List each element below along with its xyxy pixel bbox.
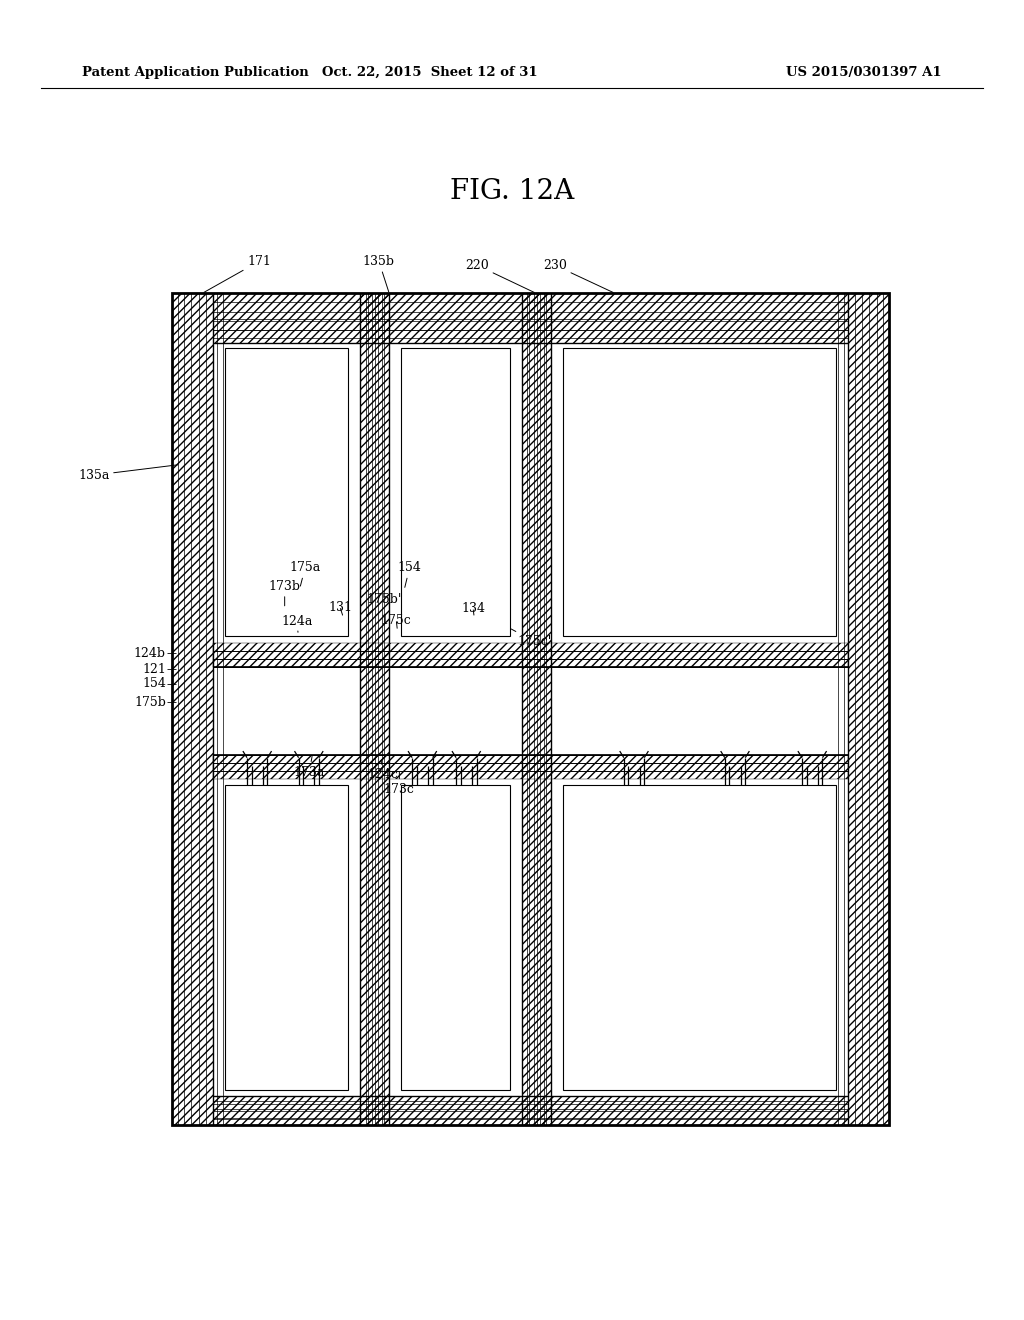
Text: 171: 171 bbox=[204, 255, 271, 292]
Text: 121: 121 bbox=[142, 663, 166, 676]
Text: Patent Application Publication: Patent Application Publication bbox=[82, 66, 308, 79]
Bar bbox=[172, 293, 213, 1125]
Text: 175b: 175b bbox=[134, 696, 166, 709]
Bar bbox=[213, 293, 848, 343]
Bar bbox=[225, 785, 348, 1090]
Text: 173b: 173b bbox=[268, 579, 301, 606]
Text: 175c': 175c' bbox=[511, 628, 551, 648]
Text: 124c: 124c bbox=[368, 760, 398, 781]
Bar bbox=[401, 785, 510, 1090]
Text: 173c: 173c bbox=[384, 772, 415, 796]
Text: 135a: 135a bbox=[78, 465, 178, 482]
Bar bbox=[848, 293, 889, 1125]
Text: 173a: 173a bbox=[294, 756, 325, 779]
Text: 220: 220 bbox=[465, 259, 535, 293]
Text: 131: 131 bbox=[328, 601, 352, 615]
Bar bbox=[213, 755, 848, 779]
Bar bbox=[213, 1096, 848, 1125]
Text: 175b': 175b' bbox=[367, 593, 402, 615]
Text: 154: 154 bbox=[397, 561, 422, 587]
Text: 124a: 124a bbox=[282, 615, 312, 632]
Text: 134: 134 bbox=[461, 602, 485, 615]
Text: 124b: 124b bbox=[134, 647, 166, 660]
Text: US 2015/0301397 A1: US 2015/0301397 A1 bbox=[786, 66, 942, 79]
Bar bbox=[225, 348, 348, 636]
Bar bbox=[401, 348, 510, 636]
Text: 154: 154 bbox=[142, 677, 166, 690]
Bar bbox=[213, 643, 848, 667]
Text: 135b: 135b bbox=[362, 255, 395, 292]
Bar bbox=[172, 293, 889, 1125]
Bar bbox=[563, 785, 836, 1090]
Bar bbox=[563, 348, 836, 636]
Text: 175c: 175c bbox=[381, 614, 412, 628]
Bar bbox=[522, 293, 551, 1125]
Text: FIG. 12A: FIG. 12A bbox=[450, 178, 574, 205]
Text: Oct. 22, 2015  Sheet 12 of 31: Oct. 22, 2015 Sheet 12 of 31 bbox=[323, 66, 538, 79]
Text: 230: 230 bbox=[543, 259, 613, 293]
Text: 175a: 175a bbox=[290, 561, 321, 586]
Bar bbox=[360, 293, 389, 1125]
